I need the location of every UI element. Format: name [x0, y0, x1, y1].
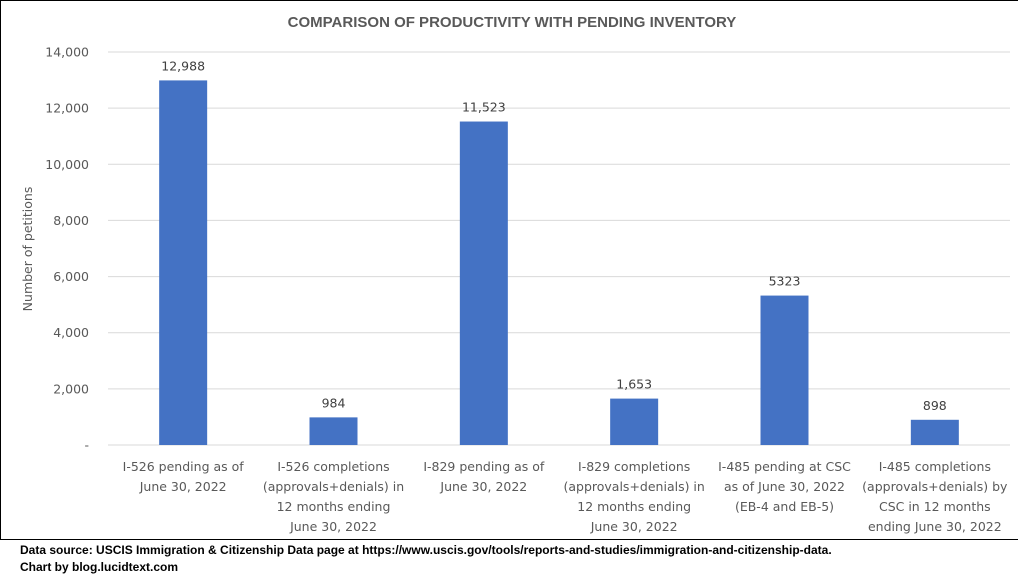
chart-title: COMPARISON OF PRODUCTIVITY WITH PENDING … — [288, 14, 737, 31]
category-label-line: I-526 pending as of — [123, 459, 245, 474]
chart-frame — [0, 0, 1018, 540]
data-source-note: Data source: USCIS Immigration & Citizen… — [20, 543, 832, 557]
data-label: 12,988 — [161, 58, 205, 73]
y-tick-label: - — [84, 438, 89, 453]
category-label-line: June 30, 2022 — [289, 519, 377, 534]
bar — [760, 295, 809, 445]
bar — [159, 80, 208, 445]
category-label: I-485 completions (approvals+denials) by C… — [862, 459, 1008, 534]
y-tick-label: 4,000 — [53, 325, 89, 340]
gridlines — [108, 51, 1010, 446]
category-label-line: I-485 completions — [879, 459, 991, 474]
bar — [309, 417, 358, 445]
category-label-line: ending June 30, 2022 — [868, 519, 1002, 534]
category-label-line: CSC in 12 months — [879, 499, 991, 514]
y-tick-label: 12,000 — [45, 101, 89, 116]
category-label-line: 12 months ending — [277, 499, 391, 514]
bar — [610, 398, 659, 445]
y-tick-label: 6,000 — [53, 269, 89, 284]
y-tick-label: 2,000 — [53, 381, 89, 396]
bar — [459, 121, 508, 445]
data-label: 11,523 — [462, 100, 506, 115]
category-label-line: 12 months ending — [577, 499, 691, 514]
category-label: I-526 completions (approvals+denials) in 1… — [263, 459, 404, 534]
data-label: 1,653 — [616, 377, 652, 392]
category-label-line: (EB-4 and EB-5) — [735, 499, 834, 514]
category-label-line: (approvals+denials) by — [862, 479, 1008, 494]
category-label-line: (approvals+denials) in — [563, 479, 704, 494]
data-labels: 12,988 984 11,523 1,653 5323 898 — [161, 58, 947, 412]
category-label-line: I-829 pending as of — [423, 459, 545, 474]
category-label: I-485 pending at CSC as of June 30, 2022 (… — [718, 459, 851, 514]
bar-chart: COMPARISON OF PRODUCTIVITY WITH PENDING … — [20, 14, 1010, 534]
category-label-line: I-829 completions — [578, 459, 690, 474]
category-label-line: (approvals+denials) in — [263, 479, 404, 494]
category-label-line: June 30, 2022 — [439, 479, 527, 494]
category-label-line: June 30, 2022 — [139, 479, 227, 494]
bars — [159, 80, 959, 445]
data-label: 898 — [923, 398, 947, 413]
chart-credit: Chart by blog.lucidtext.com — [20, 560, 179, 574]
category-label: I-526 pending as of June 30, 2022 — [123, 459, 245, 494]
category-label-line: as of June 30, 2022 — [724, 479, 845, 494]
bar — [910, 419, 959, 445]
category-label: I-829 pending as of June 30, 2022 — [423, 459, 545, 494]
y-axis-ticks: - 2,000 4,000 6,000 8,000 10,000 12,000 14,000 — [45, 45, 89, 453]
category-label: I-829 completions (approvals+denials) in 1… — [563, 459, 704, 534]
category-label-line: June 30, 2022 — [590, 519, 678, 534]
y-tick-label: 14,000 — [45, 45, 89, 60]
category-label-line: I-485 pending at CSC — [718, 459, 851, 474]
y-tick-label: 8,000 — [53, 213, 89, 228]
category-label-line: I-526 completions — [277, 459, 389, 474]
y-axis-label: Number of petitions — [20, 187, 35, 312]
y-tick-label: 10,000 — [45, 157, 89, 172]
data-label: 984 — [322, 395, 346, 410]
data-label: 5323 — [769, 274, 801, 289]
